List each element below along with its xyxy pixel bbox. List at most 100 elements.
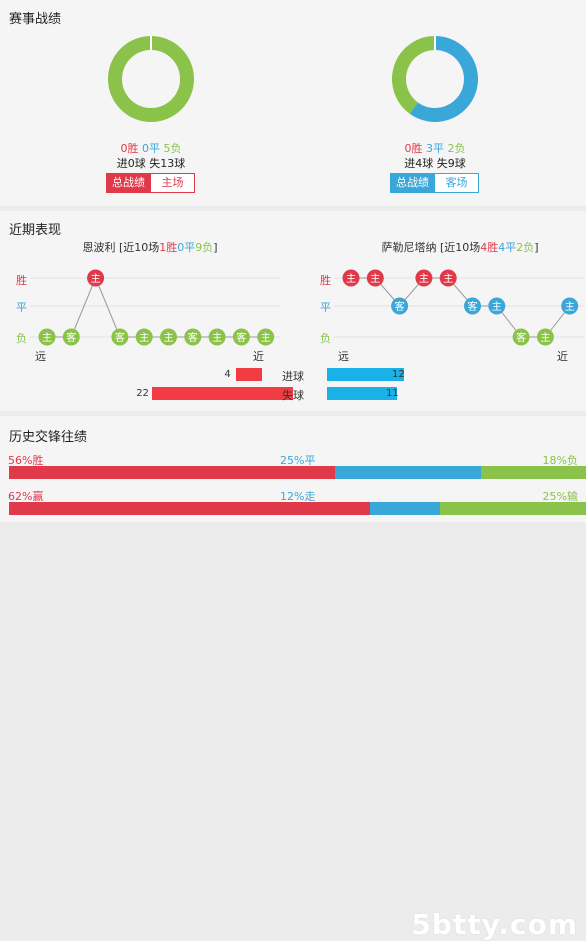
right-record-counts: 0胜 3平 2负 xyxy=(370,140,500,156)
right-total-record-button[interactable]: 总战绩 xyxy=(390,173,435,193)
left-form-wins: 1胜 xyxy=(159,241,178,254)
site-watermark: 5btty.com xyxy=(411,908,578,941)
right-team-form-suffix: ] xyxy=(534,241,539,254)
left-form-match-marker xyxy=(232,328,250,346)
right-form-wins: 4胜 xyxy=(480,241,499,254)
right-win-count: 0胜 xyxy=(404,142,423,155)
left-draw-count: 0平 xyxy=(142,142,160,155)
history-handicap-lose-pct: 25%输 xyxy=(542,490,578,503)
left-form-match-venue: 客 xyxy=(188,331,198,344)
right-form-match-marker xyxy=(464,297,481,315)
right-form-match-marker xyxy=(561,297,579,315)
left-form-match-marker xyxy=(184,328,202,346)
left-win-count: 0胜 xyxy=(120,142,139,155)
right-y-loss: 负 xyxy=(320,332,331,345)
left-goals-summary: 进0球 失13球 xyxy=(116,157,186,170)
right-goals-summary: 进4球 失9球 xyxy=(404,157,466,170)
right-y-win: 胜 xyxy=(320,274,331,287)
left-axis-near: 近 xyxy=(253,350,264,363)
history-win-pct: 56%胜 xyxy=(8,454,44,467)
right-form-match-venue: 主 xyxy=(492,301,502,313)
right-form-match-marker xyxy=(366,269,384,287)
right-form-match-marker xyxy=(439,269,457,287)
right-form-match-marker xyxy=(415,269,433,287)
right-loss-count: 2负 xyxy=(447,142,466,155)
right-form-losses: 2负 xyxy=(516,241,535,254)
record-section: 赛事战绩 0胜 0平 5负 进0球 失13球 总战绩 主场 0胜 3平 2负 进… xyxy=(0,0,586,206)
left-form-match-marker xyxy=(111,328,129,346)
right-form-match-marker xyxy=(488,297,506,315)
right-donut-draw-slice xyxy=(409,36,478,122)
history-handicap-bar-lose xyxy=(440,502,586,515)
left-form-match-venue: 客 xyxy=(115,331,125,344)
left-form-match-venue: 主 xyxy=(91,273,101,285)
left-axis-far: 远 xyxy=(35,350,46,363)
history-result-bar-draw xyxy=(335,466,482,479)
history-handicap-push-pct: 12%走 xyxy=(280,490,316,503)
left-form-match-marker xyxy=(257,328,275,346)
right-y-draw: 平 xyxy=(320,301,331,314)
right-away-button[interactable]: 客场 xyxy=(434,173,479,193)
right-conceded-value: 11 xyxy=(386,388,399,399)
left-form-match-marker xyxy=(208,328,226,346)
scored-label: 进球 xyxy=(282,370,304,383)
left-form-match-venue: 主 xyxy=(139,332,149,344)
right-scored-bar xyxy=(327,368,404,381)
left-form-trend-line xyxy=(47,276,266,338)
right-scored-value: 12 xyxy=(392,369,405,380)
right-conceded-bar xyxy=(327,387,398,400)
right-form-match-marker xyxy=(512,328,530,346)
right-form-match-venue: 主 xyxy=(443,273,453,285)
record-title: 赛事战绩 xyxy=(9,12,62,27)
left-form-match-venue: 主 xyxy=(164,332,174,344)
right-form-match-venue: 客 xyxy=(395,300,405,313)
right-form-match-marker xyxy=(536,328,554,346)
history-result-bar-win xyxy=(9,466,336,479)
right-form-match-venue: 客 xyxy=(468,300,478,313)
right-form-match-venue: 主 xyxy=(346,273,356,285)
right-form-match-venue: 主 xyxy=(370,273,380,285)
left-record-counts: 0胜 0平 5负 xyxy=(86,140,216,156)
left-team-form-title: 恩波利 [近10场1胜0平9负] xyxy=(60,239,240,255)
left-form-match-venue: 客 xyxy=(236,331,246,344)
recent-section: 近期表现 恩波利 [近10场1胜0平9负] 萨勒尼塔纳 [近10场4胜4平2负]… xyxy=(0,211,586,411)
right-axis-near: 近 xyxy=(557,350,568,363)
history-handicap-bar-push xyxy=(370,502,441,515)
right-form-match-venue: 主 xyxy=(540,332,550,344)
right-form-match-marker xyxy=(391,297,409,315)
left-donut-loss-slice xyxy=(108,36,194,122)
history-loss-pct: 18%负 xyxy=(542,454,578,467)
history-handicap-win-pct: 62%赢 xyxy=(8,490,44,503)
right-form-draws: 4平 xyxy=(498,241,517,254)
left-form-match-venue: 主 xyxy=(261,332,271,344)
left-form-match-venue: 主 xyxy=(42,332,52,344)
left-team-form-prefix: 恩波利 [近10场 xyxy=(82,241,160,254)
right-axis-far: 远 xyxy=(338,350,349,363)
left-form-match-venue: 主 xyxy=(212,332,222,344)
left-form-chart: 主客主客主主客主客主 xyxy=(30,269,280,346)
right-form-trend-line xyxy=(351,277,571,338)
right-donut-loss-slice xyxy=(392,36,436,114)
history-result-bar-loss xyxy=(481,466,586,479)
left-scored-bar xyxy=(236,368,262,381)
right-form-match-venue: 客 xyxy=(516,331,526,344)
right-form-match-marker xyxy=(342,269,360,287)
right-form-match-venue: 主 xyxy=(565,301,575,313)
left-record-donut xyxy=(108,36,194,122)
left-form-losses: 9负 xyxy=(195,241,214,254)
left-total-record-button[interactable]: 总战绩 xyxy=(106,173,151,193)
left-conceded-bar xyxy=(152,387,293,400)
recent-title: 近期表现 xyxy=(9,223,62,238)
left-loss-count: 5负 xyxy=(163,142,182,155)
history-handicap-bar-win xyxy=(9,502,371,515)
left-form-match-marker xyxy=(135,328,153,346)
history-title: 历史交锋往绩 xyxy=(9,430,88,445)
left-form-match-marker xyxy=(160,328,177,346)
left-conceded-value: 22 xyxy=(136,388,149,399)
right-form-chart: 主主客主 主客 主客 主主 xyxy=(334,269,584,346)
left-form-draws: 0平 xyxy=(177,241,196,254)
left-y-draw: 平 xyxy=(16,301,27,314)
right-draw-count: 3平 xyxy=(426,142,444,155)
left-form-match-marker xyxy=(87,269,105,287)
left-home-button[interactable]: 主场 xyxy=(150,173,195,193)
